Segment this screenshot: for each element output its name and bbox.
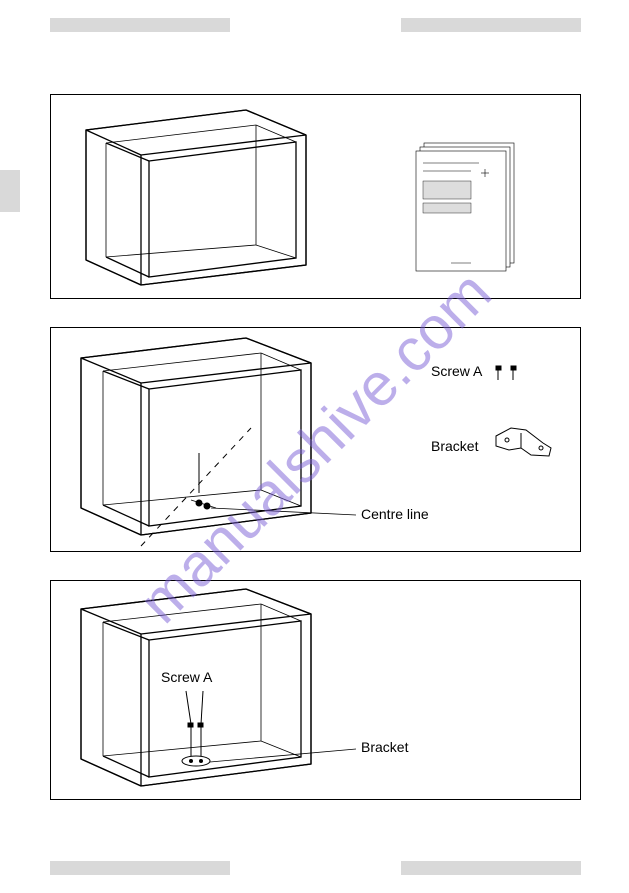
header-bar-left bbox=[50, 18, 230, 32]
panel-step-2: Screw A Bracket Centre line bbox=[50, 327, 581, 552]
bracket-label-2: Bracket bbox=[361, 739, 408, 755]
panel-step-3: Screw A Bracket bbox=[50, 580, 581, 800]
diagram-step-1 bbox=[51, 95, 582, 300]
diagram-step-2 bbox=[51, 328, 582, 553]
panel-step-1 bbox=[50, 94, 581, 299]
footer-bar-right bbox=[401, 861, 581, 875]
footer-bar-left bbox=[50, 861, 230, 875]
screw-a-label-2: Screw A bbox=[161, 669, 212, 685]
side-tab bbox=[0, 170, 20, 212]
centre-line-label: Centre line bbox=[361, 506, 429, 522]
diagram-step-3 bbox=[51, 581, 582, 801]
screw-a-label: Screw A bbox=[431, 363, 482, 379]
header-bar-right bbox=[401, 18, 581, 32]
bracket-label: Bracket bbox=[431, 438, 478, 454]
